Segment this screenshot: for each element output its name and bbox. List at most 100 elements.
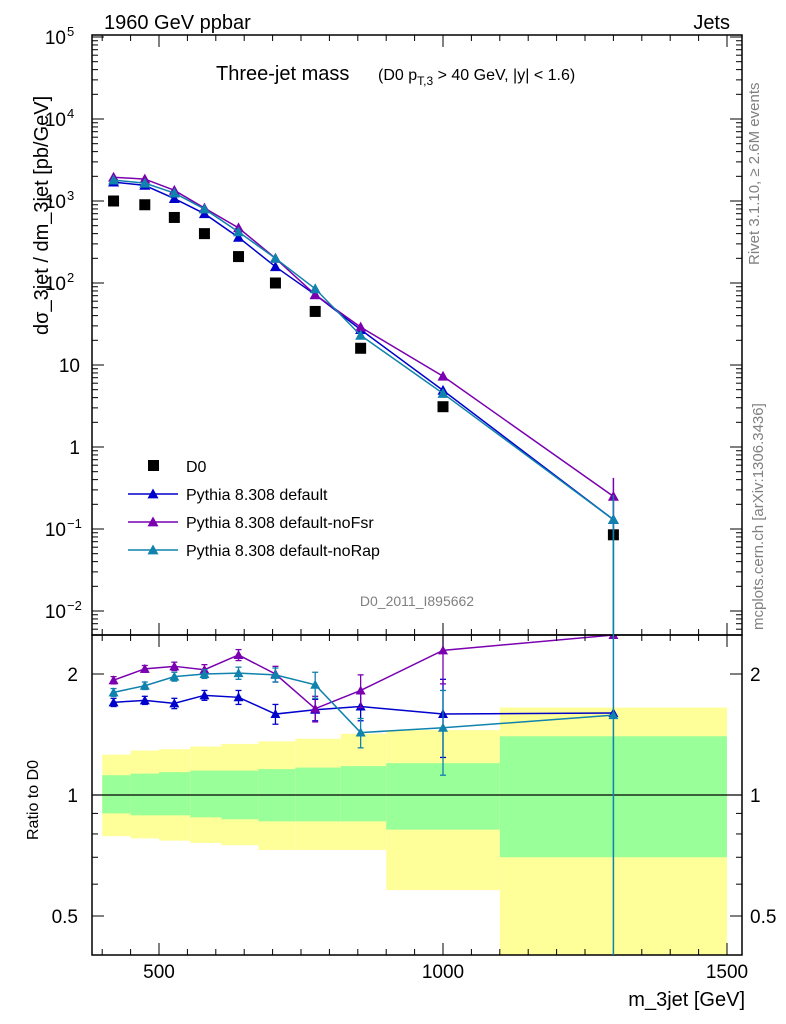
ratio-point bbox=[233, 692, 244, 702]
main-ytick-label-exp: 4 bbox=[67, 106, 74, 121]
band-stat bbox=[340, 766, 387, 822]
ratio-ytick-label-right: 1 bbox=[750, 786, 761, 807]
ratio-ylabel: Ratio to D0 bbox=[25, 760, 42, 840]
ratio-point bbox=[233, 649, 244, 659]
main-series-3 bbox=[108, 174, 619, 635]
xtick-label: 500 bbox=[143, 962, 175, 983]
ratio-ytick-label: 0.5 bbox=[52, 907, 78, 928]
ratio-point bbox=[310, 703, 321, 713]
ratio-plot: 0.5 0.5 1 1 2 2 500 1000 1500 bbox=[52, 634, 776, 983]
ratio-series-line bbox=[113, 635, 614, 710]
main-point bbox=[233, 231, 245, 242]
main-series-line bbox=[113, 176, 614, 497]
xtick-label: 1500 bbox=[706, 962, 748, 983]
main-ytick-label: 10 bbox=[45, 602, 66, 623]
ratio-series-line bbox=[113, 672, 614, 734]
band-stat bbox=[102, 775, 131, 814]
main-ytick-label-exp: 3 bbox=[67, 188, 74, 203]
ratio-ytick-label: 1 bbox=[67, 786, 78, 807]
main-point bbox=[139, 199, 151, 211]
ratio-ytick-label-right: 2 bbox=[750, 665, 761, 686]
main-point bbox=[309, 283, 321, 294]
main-series-line bbox=[113, 181, 614, 521]
legend-label: D0 bbox=[186, 459, 207, 476]
legend-label: Pythia 8.308 default bbox=[186, 487, 328, 504]
main-ytick-label: 1 bbox=[69, 438, 80, 459]
main-series-2 bbox=[108, 171, 619, 537]
main-ytick-label-exp: 5 bbox=[67, 24, 74, 39]
main-title: Three-jet mass (D0 pT,3 > 40 GeV, |y| < … bbox=[216, 63, 575, 88]
main-title-text: Three-jet mass bbox=[216, 63, 349, 85]
main-ytick-label-exp: −2 bbox=[67, 598, 82, 613]
legend-marker bbox=[148, 460, 159, 471]
main-point bbox=[198, 203, 210, 214]
ratio-point bbox=[139, 680, 150, 690]
main-point bbox=[355, 329, 367, 340]
main-point bbox=[168, 211, 180, 223]
main-point bbox=[607, 514, 619, 525]
main-ytick-label-exp: −1 bbox=[67, 516, 82, 531]
main-title-cut: (D0 pT,3 > 40 GeV, |y| < 1.6) bbox=[378, 67, 575, 88]
main-ytick-label: 10 bbox=[45, 192, 66, 213]
main-point bbox=[139, 177, 151, 188]
xtick-label: 1000 bbox=[422, 962, 464, 983]
main-ylabel: dσ_3jet / dm_3jet [pb/GeV] bbox=[31, 96, 53, 335]
ratio-point bbox=[438, 645, 448, 655]
main-point bbox=[437, 370, 449, 381]
ratio-point bbox=[199, 669, 210, 678]
main-data bbox=[108, 171, 619, 635]
ratio-point bbox=[310, 679, 321, 689]
legend: D0 Pythia 8.308 default Pythia 8.308 defau… bbox=[128, 459, 380, 560]
ratio-point bbox=[139, 663, 150, 673]
ratio-point bbox=[169, 698, 180, 708]
main-point bbox=[108, 174, 120, 185]
ratio-series-2 bbox=[108, 666, 619, 776]
main-point bbox=[269, 261, 281, 272]
ratio-ytick-label: 2 bbox=[67, 665, 78, 686]
main-ytick-label: 10 bbox=[45, 28, 66, 49]
ratio-series-1 bbox=[108, 635, 619, 723]
ratio-point bbox=[270, 669, 281, 679]
ratio-point bbox=[169, 661, 180, 671]
header-right: Jets bbox=[693, 12, 730, 34]
main-point bbox=[168, 193, 180, 203]
rivet-label: Rivet 3.1.10, ≥ 2.6M events bbox=[746, 83, 763, 266]
main-ytick-label: 10 bbox=[59, 356, 80, 377]
main-point bbox=[108, 195, 120, 207]
analysis-label: D0_2011_I895662 bbox=[360, 593, 474, 609]
ratio-point bbox=[355, 685, 366, 695]
main-point bbox=[269, 252, 281, 263]
ratio-point bbox=[355, 727, 366, 737]
main-ytick-label: 10 bbox=[45, 520, 66, 541]
main-point bbox=[233, 226, 245, 237]
main-point bbox=[309, 289, 321, 300]
ratio-point bbox=[108, 675, 119, 685]
ratio-point bbox=[139, 695, 150, 705]
ratio-data bbox=[92, 635, 742, 955]
legend-label: Pythia 8.308 default-noFsr bbox=[186, 515, 374, 532]
main-point bbox=[168, 187, 180, 198]
main-series-0 bbox=[108, 195, 619, 541]
band-stat bbox=[190, 770, 222, 818]
legend-label: Pythia 8.308 default-noRap bbox=[186, 543, 380, 560]
ratio-point bbox=[233, 668, 244, 678]
ratio-point bbox=[270, 709, 281, 719]
main-point bbox=[198, 228, 210, 240]
legend-marker bbox=[147, 544, 159, 555]
main-point bbox=[355, 342, 367, 354]
main-point bbox=[437, 401, 449, 413]
main-point bbox=[309, 305, 321, 317]
ratio-point bbox=[108, 687, 119, 697]
ratio-point bbox=[169, 671, 180, 681]
ratio-point bbox=[438, 722, 448, 732]
legend-marker bbox=[147, 516, 159, 527]
main-point bbox=[269, 277, 281, 289]
main-ytick-label-exp: 2 bbox=[67, 270, 74, 285]
main-series-line bbox=[113, 179, 614, 521]
ratio-point bbox=[199, 690, 210, 700]
ratio-series-line bbox=[113, 694, 614, 715]
band-stat bbox=[159, 772, 191, 816]
main-point bbox=[233, 251, 245, 263]
